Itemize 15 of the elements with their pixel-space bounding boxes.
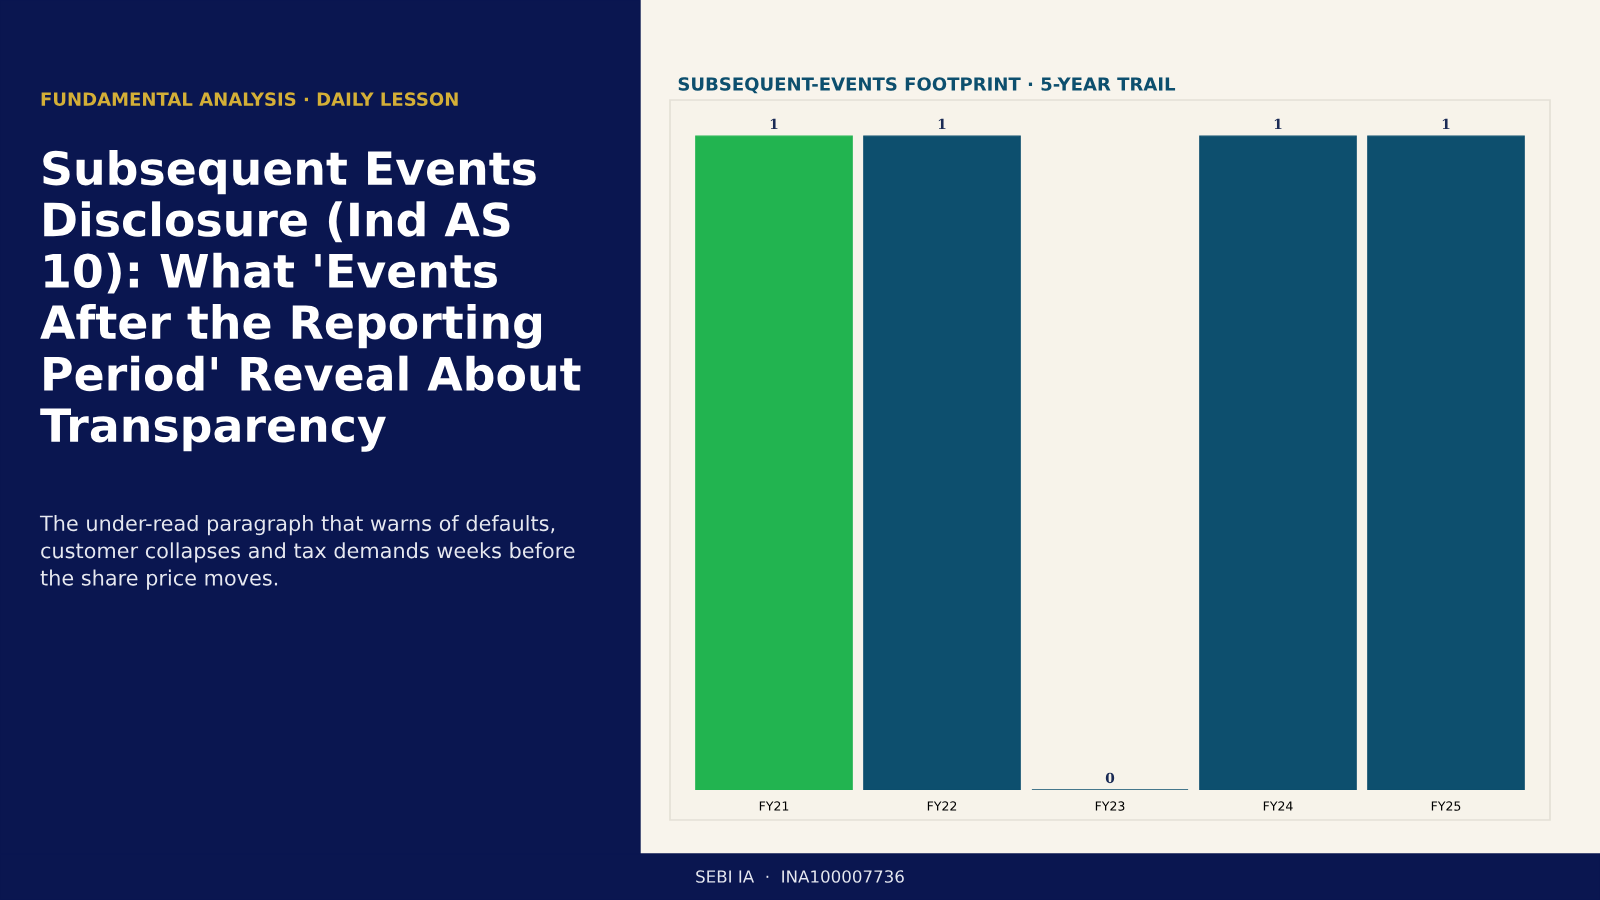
x-tick-label: FY25 <box>1431 801 1461 811</box>
data-label: 1 <box>1442 118 1450 130</box>
text: SEBI IA · INA100007736 <box>696 870 904 883</box>
x-tick-label: FY22 <box>927 801 957 811</box>
x-tick-label: FY21 <box>759 801 789 811</box>
text: FUNDAMENTAL ANALYSIS · DAILY LESSON <box>41 92 458 106</box>
text: Subsequent Events Disclosure (Ind AS 10): What 'Events After the Reporting Period' Reveal About Transparency <box>40 150 581 452</box>
x-tick-label: FY23 <box>1095 801 1125 811</box>
data-label: 1 <box>770 118 778 130</box>
chart-title: SUBSEQUENT-EVENTS FOOTPRINT · 5-YEAR TRAIL <box>678 77 1176 94</box>
text: The under-read paragraph that warns of defaults, customer collapses and tax demands weeks before the share price moves. <box>39 515 575 590</box>
data-label: 0 <box>1105 772 1115 784</box>
x-tick-label: FY24 <box>1263 801 1293 811</box>
data-label: 1 <box>1274 118 1282 130</box>
data-label: 1 <box>938 118 946 130</box>
